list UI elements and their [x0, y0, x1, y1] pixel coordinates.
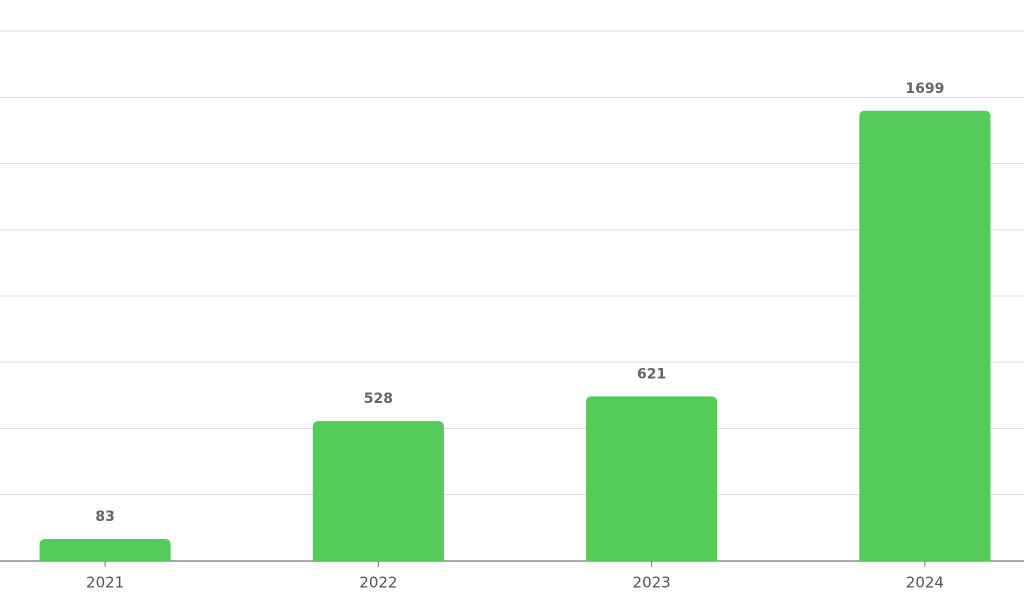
value-label: 83 — [95, 509, 114, 525]
bar — [859, 110, 991, 561]
value-label: 1699 — [905, 81, 944, 97]
x-tick-label: 2021 — [86, 574, 124, 592]
x-tick-label: 2022 — [359, 574, 397, 592]
bar — [39, 539, 171, 561]
value-label: 528 — [364, 391, 393, 407]
bar — [312, 421, 444, 561]
bar — [586, 396, 718, 561]
x-tick-label: 2023 — [633, 574, 671, 592]
value-label: 621 — [637, 366, 666, 382]
x-tick-label: 2024 — [906, 574, 944, 592]
